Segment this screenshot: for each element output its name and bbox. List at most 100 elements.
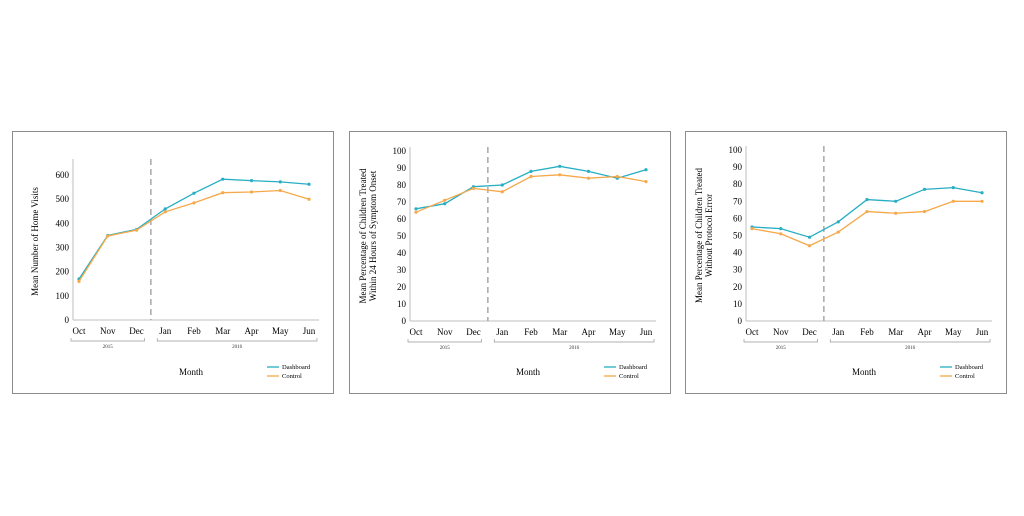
y-tick-label: 90 [733, 162, 743, 172]
chart-panel-home-visits: 0 100 200 300 400 500 600 Oct Nov Dec Jan Feb Mar Apr… [12, 131, 334, 394]
chart-svg-home-visits: 0 100 200 300 400 500 600 Oct Nov Dec Jan Feb Mar Apr… [30, 159, 319, 380]
y-tick-label: 200 [56, 267, 70, 277]
control-point-jan [500, 190, 504, 194]
x-tick-label: Oct [410, 327, 423, 337]
x-tick-label: May [945, 327, 962, 337]
x-tick-label: Apr [582, 327, 596, 337]
y-axis-title: Mean Number of Home Visits [30, 187, 40, 296]
x-tick-label: Mar [552, 327, 567, 337]
chart-svg-treated-24h: 0 10 20 30 40 50 60 70 80 90 100 Oct Nov Dec Jan Feb Mar… [358, 146, 656, 380]
y-axis-title: Without Protocol Error [704, 194, 714, 277]
control-point-may [951, 199, 955, 203]
control-point-jun [644, 180, 648, 184]
x-tick-label: May [272, 326, 289, 336]
control-point-nov [106, 234, 110, 238]
control-point-nov [443, 198, 447, 202]
year-2016-label: 2016 [569, 346, 580, 351]
x-tick-label: Jan [159, 326, 171, 336]
control-point-may [615, 174, 619, 179]
dashboard-point-jan [500, 183, 504, 187]
y-tick-label: 300 [56, 243, 70, 253]
dashboard-point-oct [414, 207, 418, 211]
year-bracket [493, 339, 655, 343]
y-tick-label: 20 [397, 282, 407, 292]
control-point-apr [586, 176, 591, 180]
control-point-dec [807, 244, 812, 248]
legend-label-control: Control [619, 373, 639, 380]
dashboard-point-dec [807, 235, 812, 239]
x-tick-label: Jan [832, 327, 844, 337]
dashboard-point-jun [980, 191, 984, 195]
x-tick-label: Feb [860, 327, 874, 337]
year-bracket [743, 339, 818, 343]
year-bracket [407, 339, 482, 343]
x-tick-label: Mar [215, 326, 230, 336]
control-point-jun [980, 199, 984, 203]
control-point-oct [414, 210, 418, 214]
y-tick-label: 10 [733, 299, 743, 309]
x-tick-label: Apr [918, 327, 932, 337]
control-point-apr [249, 190, 254, 194]
x-tick-label: Jun [976, 327, 989, 337]
y-tick-label: 60 [733, 213, 743, 223]
x-tick-label: Oct [73, 326, 86, 336]
y-tick-label: 20 [733, 282, 743, 292]
y-tick-label: 10 [397, 299, 407, 309]
year-2015-label: 2015 [103, 345, 114, 350]
legend-label-dashboard: Dashboard [955, 364, 984, 371]
dashboard-point-mar [894, 199, 898, 203]
y-tick-label: 600 [56, 170, 70, 180]
control-point-jun [307, 197, 311, 201]
control-point-mar [221, 191, 225, 195]
x-tick-label: May [609, 327, 626, 337]
dashboard-point-nov [443, 202, 447, 206]
y-tick-label: 500 [56, 194, 70, 204]
year-bracket [156, 338, 318, 342]
legend-label-control: Control [955, 373, 975, 380]
x-tick-label: Nov [773, 327, 789, 337]
dashboard-point-may [951, 186, 955, 190]
x-axis-title: Month [516, 367, 541, 377]
chart-svg-protocol-error: 0 10 20 30 40 50 60 70 80 90 100 Oct Nov Dec Jan Feb Mar… [694, 145, 992, 380]
y-tick-label: 30 [397, 265, 407, 275]
control-point-may [278, 188, 282, 193]
y-axis-title: Within 24 Hours of Symptom Onset [368, 170, 378, 301]
y-tick-label: 70 [397, 197, 407, 207]
legend-label-dashboard: Dashboard [282, 364, 311, 371]
dashboard-point-feb [192, 191, 196, 195]
x-tick-label: Jun [303, 326, 316, 336]
x-tick-label: Apr [245, 326, 259, 336]
year-2015-label: 2015 [776, 346, 787, 351]
y-tick-label: 0 [402, 316, 407, 326]
dashboard-point-jan [836, 220, 840, 224]
x-tick-label: Dec [802, 327, 817, 337]
control-point-dec [134, 228, 139, 232]
legend-label-dashboard: Dashboard [619, 364, 648, 371]
control-point-dec [471, 186, 476, 190]
y-tick-label: 50 [733, 231, 743, 241]
x-tick-label: Feb [524, 327, 538, 337]
x-tick-label: Dec [466, 327, 481, 337]
legend-label-control: Control [282, 373, 302, 380]
dashboard-point-feb [529, 169, 533, 173]
dashboard-point-mar [221, 177, 225, 181]
control-point-jan [836, 230, 840, 234]
y-tick-label: 60 [397, 214, 407, 224]
y-tick-label: 80 [733, 179, 743, 189]
year-bracket [70, 338, 145, 342]
year-2016-label: 2016 [905, 346, 916, 351]
year-bracket [829, 339, 991, 343]
dashboard-point-apr [586, 169, 591, 173]
dashboard-point-mar [558, 164, 562, 168]
control-point-jan [163, 210, 167, 214]
control-point-apr [922, 209, 927, 214]
y-tick-label: 40 [733, 248, 743, 258]
dashboard-point-jun [307, 182, 311, 186]
x-tick-label: Mar [888, 327, 903, 337]
y-tick-label: 30 [733, 265, 743, 275]
chart-panel-treated-24h: 0 10 20 30 40 50 60 70 80 90 100 Oct Nov Dec Jan Feb Mar… [349, 131, 671, 394]
y-tick-label: 100 [393, 146, 407, 156]
year-2015-label: 2015 [440, 346, 451, 351]
y-axis-title: Mean Percentage of Children Treated [358, 168, 368, 303]
x-tick-label: Dec [129, 326, 144, 336]
